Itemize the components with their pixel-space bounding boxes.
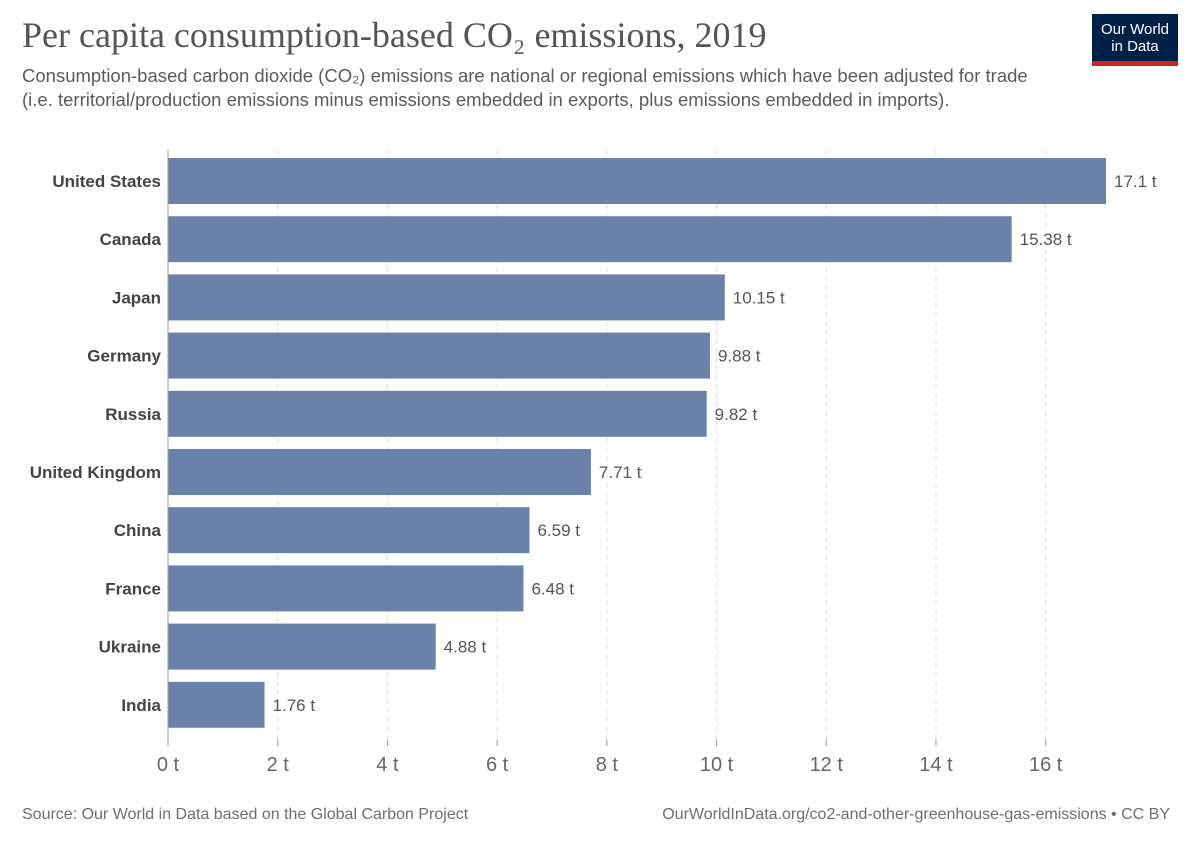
value-label: 6.59 t <box>537 521 580 540</box>
value-label: 15.38 t <box>1020 230 1072 249</box>
category-label: Canada <box>100 230 162 249</box>
bar[interactable] <box>168 681 265 728</box>
category-label: China <box>114 521 162 540</box>
category-label: Ukraine <box>99 638 161 657</box>
bar[interactable] <box>168 332 710 379</box>
category-label: United States <box>52 172 161 191</box>
value-label: 1.76 t <box>273 696 316 715</box>
logo-line-1: Our World <box>1100 21 1170 38</box>
x-tick-label: 8 t <box>596 754 619 776</box>
logo-line-2: in Data <box>1111 38 1159 55</box>
bar-chart: United States 17.1 t Canada 15.38 t Japan 10.… <box>30 150 1157 776</box>
category-label: Russia <box>105 405 161 424</box>
bar[interactable] <box>168 158 1106 204</box>
value-label: 9.88 t <box>718 347 761 366</box>
x-tick-label: 10 t <box>700 754 734 776</box>
x-tick-label: 6 t <box>486 754 509 776</box>
chart-title: Per capita consumption-based CO₂ emissio… <box>22 15 767 55</box>
x-tick-label: 0 t <box>157 754 180 776</box>
x-tick-label: 4 t <box>376 754 399 776</box>
value-label: 6.48 t <box>531 579 574 598</box>
bar[interactable] <box>168 216 1012 263</box>
bar[interactable] <box>168 507 530 554</box>
value-label: 7.71 t <box>599 463 642 482</box>
bar[interactable] <box>168 565 524 612</box>
bars: United States 17.1 t Canada 15.38 t Japan 10.… <box>30 158 1157 728</box>
bar[interactable] <box>168 390 707 437</box>
bar[interactable] <box>168 274 725 321</box>
source-note: Source: Our World in Data based on the G… <box>22 806 469 823</box>
value-label: 10.15 t <box>733 288 785 307</box>
owid-logo[interactable]: Our World in Data <box>1092 14 1178 66</box>
x-tick-label: 14 t <box>919 754 953 776</box>
value-label: 17.1 t <box>1114 172 1157 191</box>
x-tick-label: 2 t <box>267 754 290 776</box>
category-label: France <box>105 579 161 598</box>
value-label: 4.88 t <box>444 638 487 657</box>
bar[interactable] <box>168 623 436 670</box>
chart-subtitle: Consumption-based carbon dioxide (CO₂) e… <box>22 65 1028 110</box>
x-axis: 0 t 2 t 4 t 6 t 8 t 10 t 12 t 14 t 16 t <box>157 150 1063 776</box>
x-tick-label: 16 t <box>1029 754 1063 776</box>
category-label: United Kingdom <box>30 463 161 482</box>
category-label: India <box>121 696 161 715</box>
value-label: 9.82 t <box>715 405 758 424</box>
x-tick-label: 12 t <box>810 754 844 776</box>
category-label: Japan <box>112 288 161 307</box>
category-label: Germany <box>87 347 161 366</box>
source-url[interactable]: OurWorldInData.org/co2-and-other-greenho… <box>662 806 1170 823</box>
bar[interactable] <box>168 449 591 495</box>
